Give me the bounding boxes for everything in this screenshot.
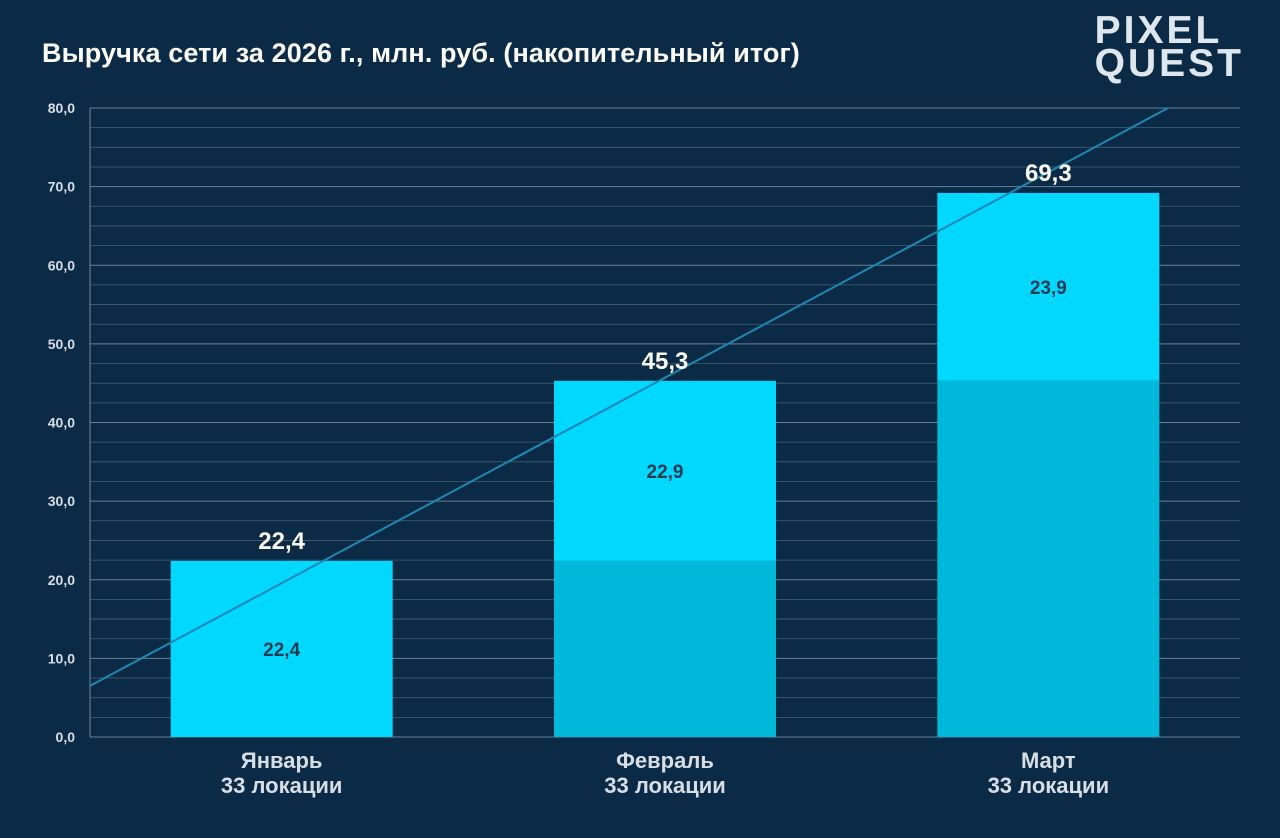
bar-previous-segment [937,380,1160,737]
pixel-quest-logo: PIXEL QUEST [1094,9,1244,85]
x-category-sublabel: 33 локации [988,773,1110,798]
logo-line-1: PIXEL [1094,9,1223,52]
bar-previous-segment [554,560,776,737]
x-category-label: Февраль [616,748,714,773]
logo-line-2: QUEST [1094,42,1244,85]
bar-new-segment [170,560,393,737]
segment-value-label: 22,4 [263,640,300,661]
y-tick-label: 70,0 [48,179,75,195]
x-category-label: Январь [241,748,323,773]
y-tick-label: 30,0 [48,493,75,509]
chart-title: Выручка сети за 2026 г., млн. руб. (нако… [42,38,800,68]
y-tick-label: 60,0 [48,257,75,273]
total-value-label: 45,3 [642,348,689,375]
x-category-sublabel: 33 локации [221,773,343,798]
y-tick-label: 80,0 [48,100,75,116]
bar-new-segment [937,192,1160,381]
trend-line [89,107,1169,687]
total-value-label: 69,3 [1025,160,1072,187]
y-tick-label: 0,0 [56,729,76,745]
segment-value-label: 22,9 [647,462,684,483]
segment-value-label: 23,9 [1030,278,1067,299]
y-tick-label: 20,0 [48,572,75,588]
bar-new-segment [554,380,776,561]
y-tick-label: 40,0 [48,415,75,431]
x-category-label: Март [1021,748,1076,773]
x-category-sublabel: 33 локации [604,773,726,798]
y-tick-label: 10,0 [48,650,75,666]
total-value-label: 22,4 [258,528,305,555]
y-tick-label: 50,0 [48,336,75,352]
